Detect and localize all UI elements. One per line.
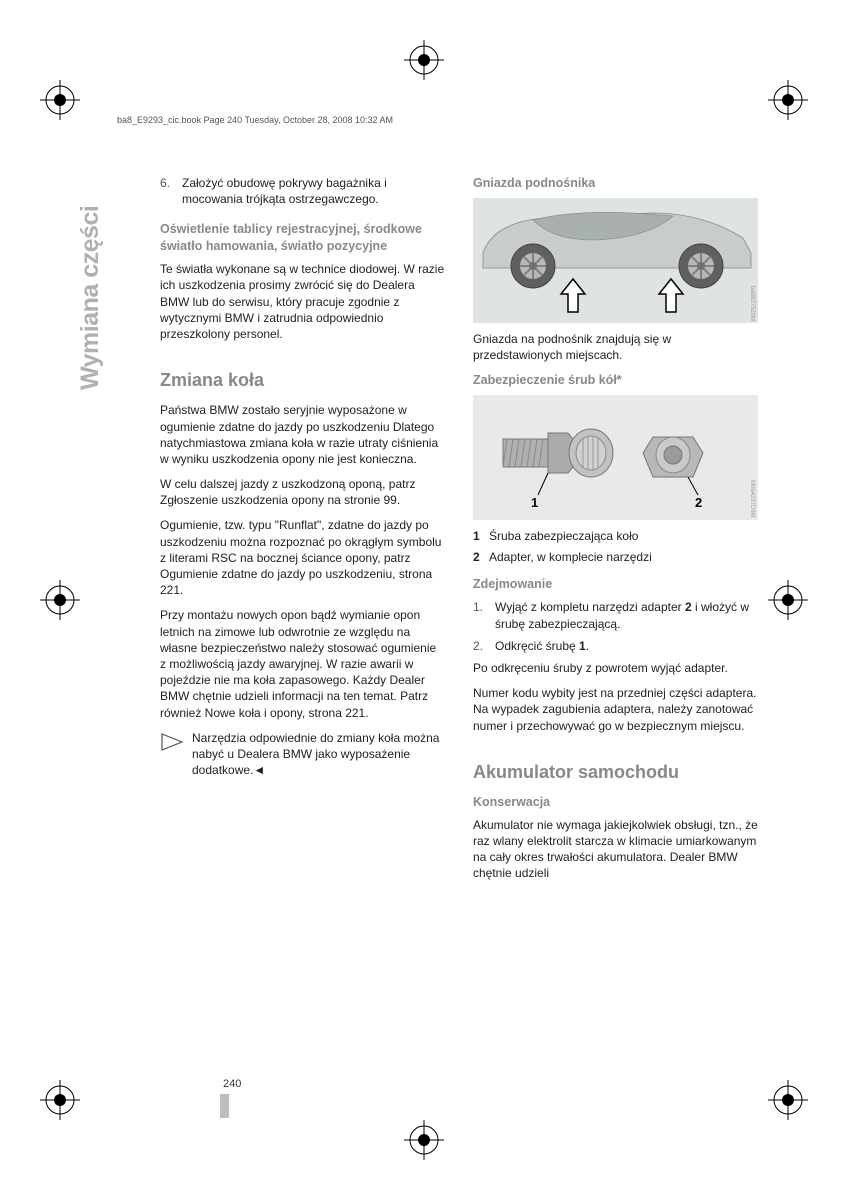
body-text: Gniazda na podnośnik znajdują się w prze… [473,331,758,363]
subsection-title: Oświetlenie tablicy rejestracyjnej, środ… [160,221,445,255]
item-number: 1. [473,599,487,631]
legend-item: 2 Adapter, w komplecie narzędzi [473,549,758,565]
subsection-title: Konserwacja [473,794,758,811]
doc-header: ba8_E9293_cic.book Page 240 Tuesday, Oct… [117,115,393,125]
section-title: Zmiana koła [160,368,445,392]
body-text: Państwa BMW zostało seryjnie wyposażone … [160,402,445,467]
body-text: Po odkręceniu śruby z powrotem wyjąć ada… [473,660,758,676]
crop-mark-icon [404,40,444,80]
crop-mark-icon [404,1120,444,1160]
body-text: Ogumienie, tzw. typu "Runflat", zdatne d… [160,517,445,598]
list-item: 6. Założyć obudowę pokrywy bagażnika i m… [160,175,445,207]
legend-number: 1 [473,528,483,544]
page-number: 240 [223,1078,241,1090]
subsection-title: Zabezpieczenie śrub kół* [473,372,758,389]
item-text: Wyjąć z kompletu narzędzi adapter 2 i wł… [495,599,758,631]
list-item: 2. Odkręcić śrubę 1. [473,638,758,654]
crop-mark-icon [40,80,80,120]
crop-mark-icon [40,580,80,620]
crop-mark-icon [768,1080,808,1120]
item-number: 6. [160,175,174,207]
item-text: Założyć obudowę pokrywy bagażnika i moco… [182,175,445,207]
subsection-title: Zdejmowanie [473,576,758,593]
note-block: Narzędzia odpowiednie do zmiany koła moż… [160,730,445,779]
item-number: 2. [473,638,487,654]
legend-text: Śruba zabezpieczająca koło [489,528,638,544]
svg-text:1: 1 [531,495,538,510]
list-item: 1. Wyjąć z kompletu narzędzi adapter 2 i… [473,599,758,631]
crop-mark-icon [768,80,808,120]
note-text: Narzędzia odpowiednie do zmiany koła moż… [192,730,445,779]
figure-wheel-bolt: 1 2 M064237D8M [473,395,758,520]
figure-ref: M064237D8M [748,480,756,518]
crop-mark-icon [40,1080,80,1120]
subsection-title: Gniazda podnośnika [473,175,758,192]
figure-jack-points: ba9827520M [473,198,758,323]
svg-text:2: 2 [695,495,702,510]
section-title: Akumulator samochodu [473,760,758,784]
body-text: Te światła wykonane są w technice diodow… [160,261,445,342]
body-text: W celu dalszej jazdy z uszkodzoną oponą,… [160,476,445,508]
left-column: 6. Założyć obudowę pokrywy bagażnika i m… [160,175,445,891]
page-indicator-bar [220,1094,229,1118]
body-text: Numer kodu wybity jest na przedniej częś… [473,685,758,734]
figure-ref: ba9827520M [748,286,756,321]
right-column: Gniazda podnośnika [473,175,758,891]
manual-page: ba8_E9293_cic.book Page 240 Tuesday, Oct… [0,0,848,1200]
legend-text: Adapter, w komplecie narzędzi [489,549,652,565]
body-text: Przy montażu nowych opon bądź wymianie o… [160,607,445,720]
content-area: 6. Założyć obudowę pokrywy bagażnika i m… [160,175,788,891]
item-text: Odkręcić śrubę 1. [495,638,589,654]
legend-item: 1 Śruba zabezpieczająca koło [473,528,758,544]
crop-mark-icon [768,580,808,620]
note-triangle-icon [160,732,184,756]
legend-number: 2 [473,549,483,565]
chapter-title: Wymiana części [76,206,105,390]
body-text: Akumulator nie wymaga jakiejkolwiek obsł… [473,817,758,882]
